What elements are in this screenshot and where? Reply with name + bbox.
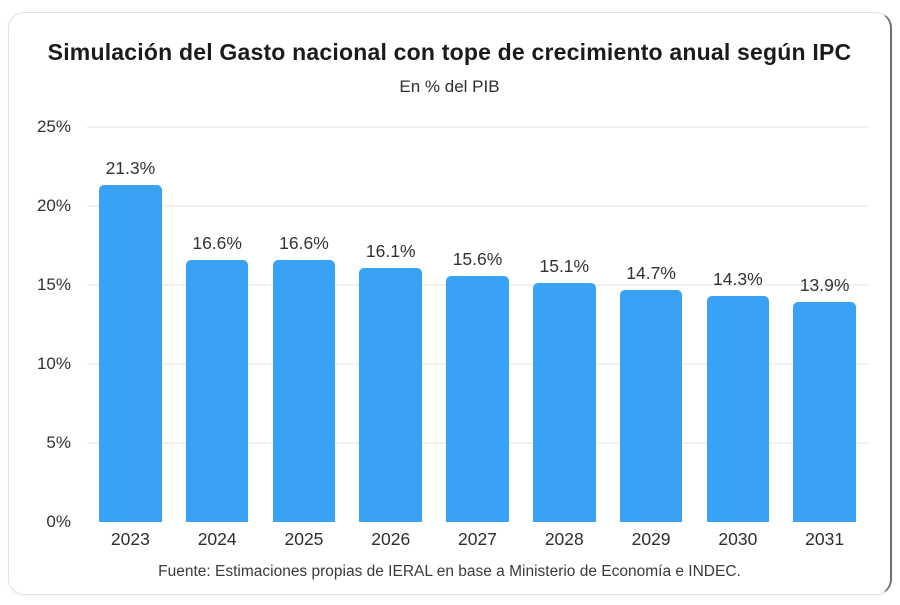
y-tick-label: 20% xyxy=(36,196,71,215)
bar-slot: 15.6% 2027 xyxy=(434,127,521,549)
bar xyxy=(185,259,249,522)
bar-value-label: 21.3% xyxy=(105,158,156,179)
bar xyxy=(619,289,683,522)
chart-card: Simulación del Gasto nacional con tope d… xyxy=(8,12,892,595)
source-note: Fuente: Estimaciones propias de IERAL en… xyxy=(158,563,741,580)
x-tick-label: 2030 xyxy=(718,529,758,549)
x-tick-label: 2028 xyxy=(544,529,584,549)
bar xyxy=(272,259,336,522)
bar-value-label: 16.6% xyxy=(192,232,242,253)
y-tick-label: 15% xyxy=(36,275,71,294)
x-tick-label: 2031 xyxy=(805,529,845,549)
y-tick-label: 10% xyxy=(36,354,71,373)
y-axis: 0% 5% 10% 15% 20% 25% xyxy=(9,117,79,531)
x-tick-label: 2023 xyxy=(110,529,150,549)
bar xyxy=(533,283,596,522)
x-tick-label: 2029 xyxy=(631,529,671,549)
bar xyxy=(359,267,422,522)
plot-area: 21.3% 2023 16.6% 2024 16.6% 2025 16.1% 2026 15.6… xyxy=(87,126,868,549)
bar-slot: 16.6% 2024 xyxy=(174,127,261,549)
bar xyxy=(99,185,162,522)
bar xyxy=(446,275,509,522)
y-tick-label: 5% xyxy=(46,433,71,452)
x-tick-label: 2025 xyxy=(284,529,324,549)
bar-slot: 14.3% 2030 xyxy=(694,127,781,549)
x-tick-label: 2024 xyxy=(197,529,237,549)
bar-value-label: 16.1% xyxy=(365,240,416,261)
bar xyxy=(793,302,856,522)
bar-slot: 15.1% 2028 xyxy=(521,127,608,549)
chart-subtitle: En % del PIB xyxy=(399,77,500,96)
bar-slot: 16.6% 2025 xyxy=(261,127,348,549)
gridline xyxy=(87,205,868,207)
x-tick-label: 2026 xyxy=(371,529,411,549)
bar xyxy=(706,296,770,522)
bar-value-label: 16.6% xyxy=(279,232,329,253)
bar-value-label: 14.7% xyxy=(626,262,676,283)
bar-slot: 16.1% 2026 xyxy=(347,127,434,549)
bars-row: 21.3% 2023 16.6% 2024 16.6% 2025 16.1% 2026 15.6… xyxy=(87,127,868,549)
y-tick-label: 0% xyxy=(46,512,71,531)
bar-slot: 14.7% 2029 xyxy=(608,127,695,549)
chart-title: Simulación del Gasto nacional con tope d… xyxy=(47,39,852,65)
bar-value-label: 14.3% xyxy=(713,269,763,290)
bar-slot: 13.9% 2031 xyxy=(781,127,868,549)
bar-value-label: 15.6% xyxy=(452,248,503,269)
bar-value-label: 15.1% xyxy=(539,256,590,277)
y-tick-label: 25% xyxy=(36,117,71,136)
bar-chart: 0% 5% 10% 15% 20% 25% 21.3% 2023 16.6% 2024 16.6%… xyxy=(9,117,868,575)
x-tick-label: 2027 xyxy=(458,529,497,549)
gridline xyxy=(87,126,868,128)
bar-value-label: 13.9% xyxy=(799,275,850,296)
bar-slot: 21.3% 2023 xyxy=(87,127,174,549)
